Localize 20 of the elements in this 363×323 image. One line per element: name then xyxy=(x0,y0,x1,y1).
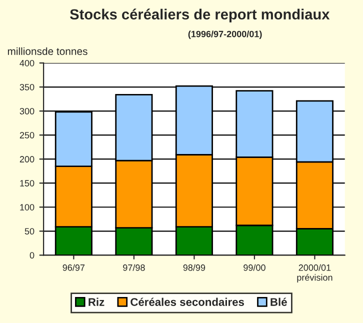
x-tick-label: 99/00 xyxy=(244,264,266,271)
y-tick-label: 250 xyxy=(20,132,34,138)
x-tick-label: 98/99 xyxy=(183,264,206,271)
legend-label: Blé xyxy=(270,298,287,306)
x-tick-label: 97/98 xyxy=(123,264,145,271)
y-tick-label: 100 xyxy=(20,204,34,210)
y-tick-label: 50 xyxy=(24,228,34,235)
x-tick-label: 96/97 xyxy=(62,264,85,271)
chart-title: Stocks céréaliers de report mondiaux xyxy=(70,8,330,22)
y-tick-label: 300 xyxy=(20,108,34,114)
y-tick-label: 400 xyxy=(20,60,34,66)
chart-subtitle: (1996/97-2000/01) xyxy=(188,30,262,40)
legend-label: Riz xyxy=(88,298,104,306)
legend-label: Céréales secondaires xyxy=(130,298,244,306)
y-tick-label: 0 xyxy=(30,252,34,259)
y-tick-label: 200 xyxy=(20,156,34,162)
y-tick-label: 350 xyxy=(20,84,34,90)
y-tick-label: 150 xyxy=(20,180,34,186)
y-axis-title: millionsde tonnes xyxy=(8,47,88,56)
x-tick-label: 2000/01 prévision xyxy=(297,264,332,282)
